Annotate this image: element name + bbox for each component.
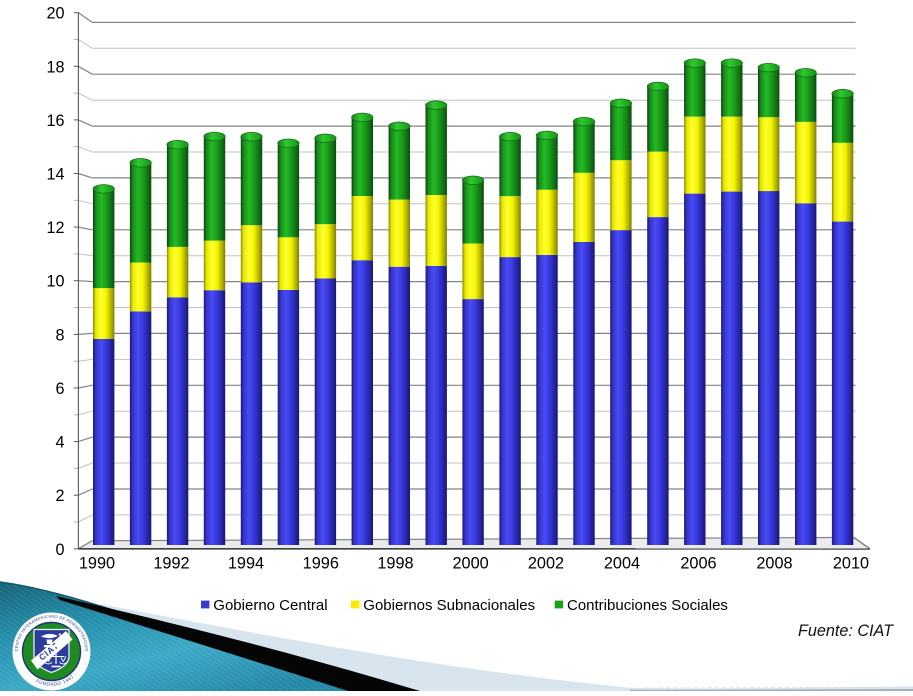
svg-text:12: 12 [46, 219, 64, 237]
svg-text:Gobierno Central: Gobierno Central [213, 597, 327, 614]
svg-text:2: 2 [55, 487, 64, 505]
svg-text:2006: 2006 [680, 555, 716, 573]
svg-text:14: 14 [46, 166, 64, 184]
svg-text:6: 6 [55, 380, 64, 398]
svg-text:10: 10 [46, 273, 64, 291]
svg-text:1996: 1996 [303, 555, 339, 573]
svg-text:Contribuciones Sociales: Contribuciones Sociales [567, 597, 728, 614]
svg-text:2000: 2000 [452, 555, 488, 573]
svg-text:8: 8 [55, 326, 64, 344]
svg-text:1990: 1990 [79, 555, 115, 573]
svg-text:Fuente: CIAT: Fuente: CIAT [798, 622, 894, 640]
svg-text:1992: 1992 [153, 555, 189, 573]
svg-text:Gobiernos Subnacionales: Gobiernos Subnacionales [363, 597, 535, 614]
svg-text:2002: 2002 [528, 555, 564, 573]
svg-text:16: 16 [46, 112, 64, 130]
svg-text:18: 18 [46, 58, 64, 76]
svg-text:2008: 2008 [756, 555, 792, 573]
svg-text:20: 20 [46, 5, 64, 23]
svg-text:1998: 1998 [377, 555, 413, 573]
svg-text:2004: 2004 [604, 555, 640, 573]
svg-text:1994: 1994 [228, 555, 264, 573]
svg-text:0: 0 [55, 541, 64, 559]
svg-text:4: 4 [55, 434, 64, 452]
svg-text:2010: 2010 [833, 555, 869, 573]
